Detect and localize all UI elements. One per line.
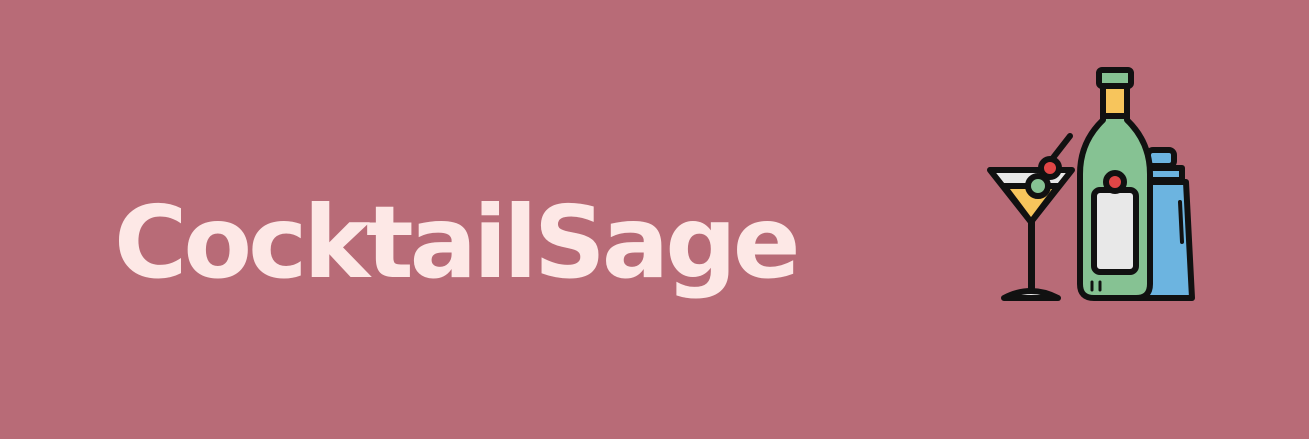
olive-icon — [1025, 133, 1073, 199]
cocktail-bottle-shaker-icon — [987, 67, 1195, 301]
brand-title: CocktailSage — [114, 184, 801, 301]
bottle-icon — [1077, 67, 1153, 301]
